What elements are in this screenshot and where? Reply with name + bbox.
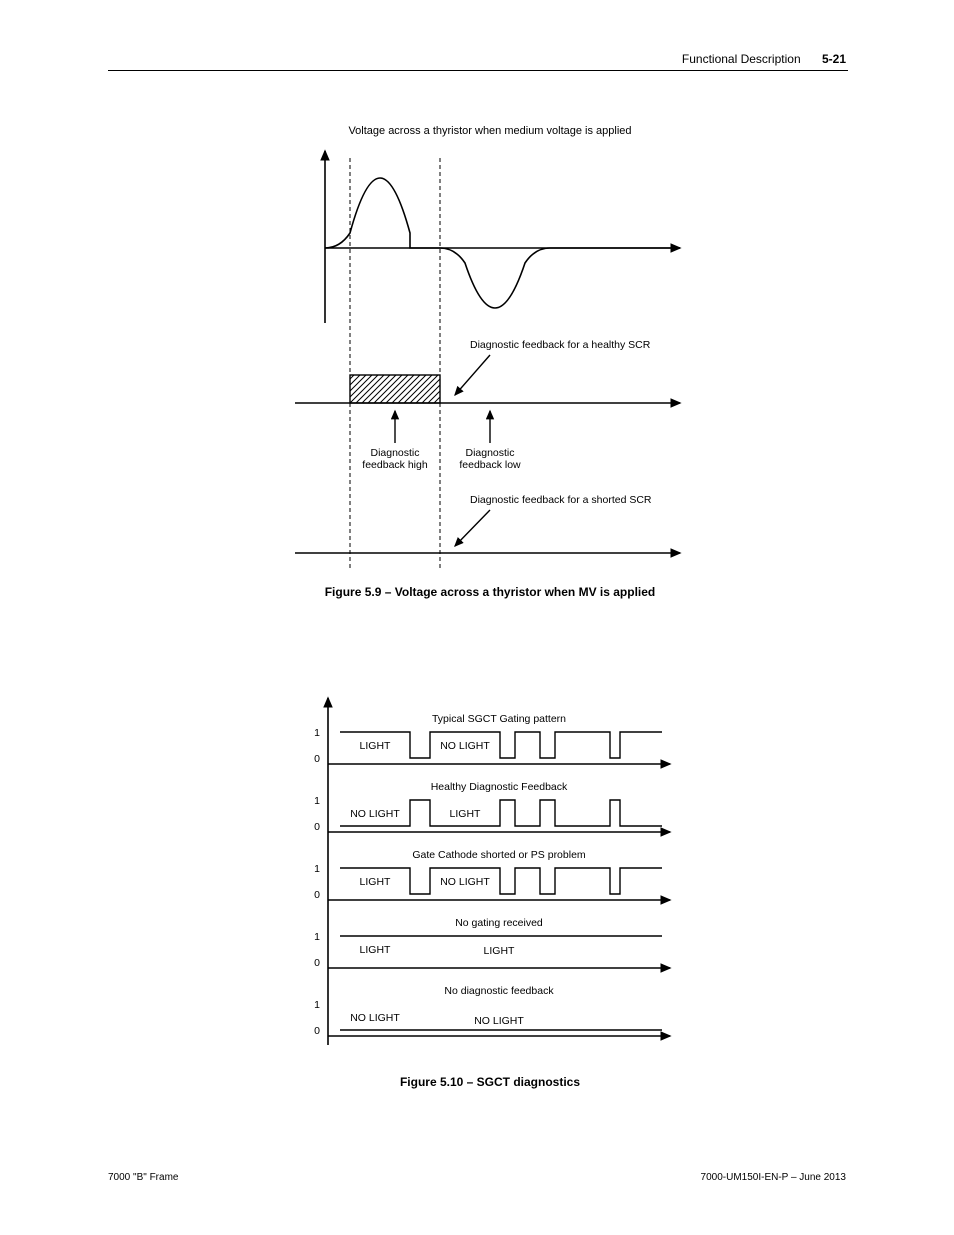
- fig2-row-title: Healthy Diagnostic Feedback: [431, 781, 568, 793]
- fig1-label-high-l2: feedback high: [362, 459, 428, 471]
- header-page-number: 5-21: [822, 52, 846, 66]
- header-section: Functional Description: [682, 52, 801, 66]
- fig2-ytick: 1: [314, 931, 320, 943]
- fig2-first-label: NO LIGHT: [350, 1012, 400, 1024]
- fig2-flat-label: NO LIGHT: [474, 1015, 524, 1027]
- fig2-ytick: 1: [314, 999, 320, 1011]
- figure-5-10: Typical SGCT Gating pattern 1 0 LIGHT NO LIG…: [300, 690, 680, 1060]
- fig1-label-low-l2: feedback low: [459, 459, 521, 471]
- fig1-title: Voltage across a thyristor when medium v…: [280, 125, 700, 137]
- fig2-ytick: 1: [314, 727, 320, 739]
- fig2-second-label: NO LIGHT: [440, 740, 490, 752]
- fig2-ytick: 1: [314, 863, 320, 875]
- footer-left: 7000 "B" Frame: [108, 1172, 178, 1183]
- fig2-ytick: 0: [314, 1025, 320, 1037]
- fig2-ytick: 0: [314, 889, 320, 901]
- fig2-row-title: Typical SGCT Gating pattern: [432, 713, 566, 725]
- fig2-first-label: LIGHT: [360, 944, 392, 956]
- footer-right: 7000-UM150I-EN-P – June 2013: [701, 1172, 846, 1183]
- page-header: Functional Description 5-21: [682, 52, 846, 66]
- fig1-svg: Diagnostic feedback for a healthy SCR Di…: [280, 143, 700, 573]
- header-rule: [108, 70, 848, 71]
- fig1-label-shorted: Diagnostic feedback for a shorted SCR: [470, 494, 652, 506]
- fig2-ytick: 0: [314, 957, 320, 969]
- fig2-second-label: NO LIGHT: [440, 876, 490, 888]
- fig1-label-low-l1: Diagnostic: [465, 447, 514, 459]
- fig2-row-title: Gate Cathode shorted or PS problem: [412, 849, 586, 861]
- fig2-second-label: LIGHT: [450, 808, 482, 820]
- fig2-first-label: LIGHT: [360, 876, 392, 888]
- fig1-caption: Figure 5.9 – Voltage across a thyristor …: [280, 585, 700, 599]
- fig1-label-healthy: Diagnostic feedback for a healthy SCR: [470, 339, 651, 351]
- fig2-caption: Figure 5.10 – SGCT diagnostics: [280, 1075, 700, 1089]
- fig1-label-high-l1: Diagnostic: [370, 447, 419, 459]
- fig2-ytick: 0: [314, 821, 320, 833]
- fig2-flat-label: LIGHT: [484, 945, 516, 957]
- fig2-row-title: No gating received: [455, 917, 543, 929]
- fig2-row-title: No diagnostic feedback: [444, 985, 554, 997]
- fig2-ytick: 0: [314, 753, 320, 765]
- fig2-first-label: LIGHT: [360, 740, 392, 752]
- fig2-ytick: 1: [314, 795, 320, 807]
- fig2-svg: Typical SGCT Gating pattern 1 0 LIGHT NO LIG…: [300, 690, 680, 1060]
- fig2-first-label: NO LIGHT: [350, 808, 400, 820]
- figure-5-9: Voltage across a thyristor when medium v…: [280, 125, 700, 565]
